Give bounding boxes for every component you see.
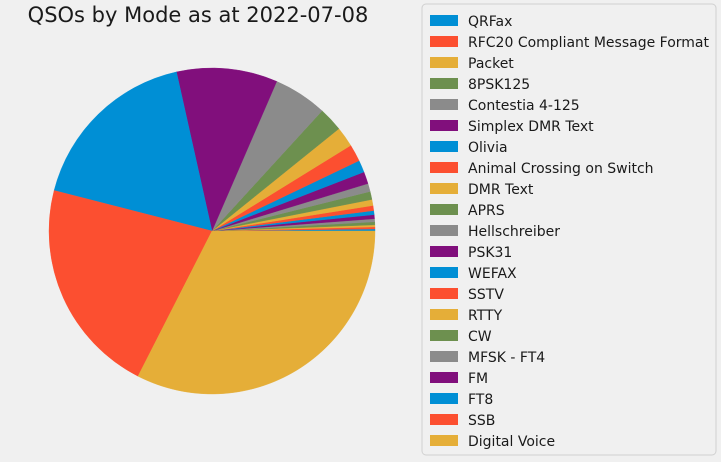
- legend-label-hellschreiber: Hellschreiber: [468, 224, 560, 240]
- legend-swatch-digital-voice: [430, 435, 458, 446]
- legend-label-8psk125: 8PSK125: [468, 77, 530, 93]
- legend-label-olivia: Olivia: [468, 140, 508, 156]
- legend-swatch-ft8: [430, 393, 458, 404]
- legend-swatch-rtty: [430, 309, 458, 320]
- legend-swatch-wefax: [430, 267, 458, 278]
- pie-slice-digital-voice: [137, 230, 376, 395]
- legend-swatch-hellschreiber: [430, 225, 458, 236]
- legend-label-qrfax: QRFax: [468, 14, 512, 30]
- legend-swatch-olivia: [430, 141, 458, 152]
- legend-swatch-dmr-text: [430, 183, 458, 194]
- legend-label-rfc20-compliant-message-format: RFC20 Compliant Message Format: [468, 35, 710, 51]
- legend-label-rtty: RTTY: [468, 308, 503, 324]
- legend-label-wefax: WEFAX: [468, 266, 517, 282]
- legend: QRFax RFC20 Compliant Message Format Packe…: [421, 3, 717, 456]
- legend-label-cw: CW: [468, 329, 492, 345]
- legend-swatch-rfc20-compliant-message-format: [430, 36, 458, 47]
- legend-label-mfsk-ft4: MFSK - FT4: [468, 350, 545, 366]
- legend-label-simplex-dmr-text: Simplex DMR Text: [468, 119, 594, 135]
- legend-swatch-qrfax: [430, 15, 458, 26]
- legend-swatch-animal-crossing-on-switch: [430, 162, 458, 173]
- legend-swatch-contestia-4-125: [430, 99, 458, 110]
- chart-title: QSOs by Mode as at 2022-07-08: [28, 3, 369, 27]
- pie-slice-fm: [176, 67, 278, 232]
- legend-label-dmr-text: DMR Text: [468, 182, 534, 198]
- legend-swatch-simplex-dmr-text: [430, 120, 458, 131]
- legend-label-psk31: PSK31: [468, 245, 512, 261]
- legend-label-contestia-4-125: Contestia 4-125: [468, 98, 580, 114]
- legend-label-fm: FM: [468, 371, 488, 387]
- legend-label-animal-crossing-on-switch: Animal Crossing on Switch: [468, 161, 654, 177]
- legend-frame: [421, 3, 717, 456]
- legend-label-sstv: SSTV: [468, 287, 504, 303]
- legend-label-ft8: FT8: [468, 392, 493, 408]
- legend-swatch-fm: [430, 372, 458, 383]
- legend-swatch-cw: [430, 330, 458, 341]
- legend-label-ssb: SSB: [468, 413, 495, 429]
- legend-swatch-mfsk-ft4: [430, 351, 458, 362]
- legend-swatch-sstv: [430, 288, 458, 299]
- legend-swatch-ssb: [430, 414, 458, 425]
- legend-swatch-8psk125: [430, 78, 458, 89]
- pie-slice-ft8: [53, 71, 213, 232]
- legend-swatch-aprs: [430, 204, 458, 215]
- pie-slices: [48, 67, 376, 395]
- legend-label-packet: Packet: [468, 56, 514, 72]
- legend-swatch-packet: [430, 57, 458, 68]
- pie-slice-ssb: [48, 190, 213, 377]
- legend-label-digital-voice: Digital Voice: [468, 434, 555, 450]
- legend-swatch-psk31: [430, 246, 458, 257]
- legend-label-aprs: APRS: [468, 203, 505, 219]
